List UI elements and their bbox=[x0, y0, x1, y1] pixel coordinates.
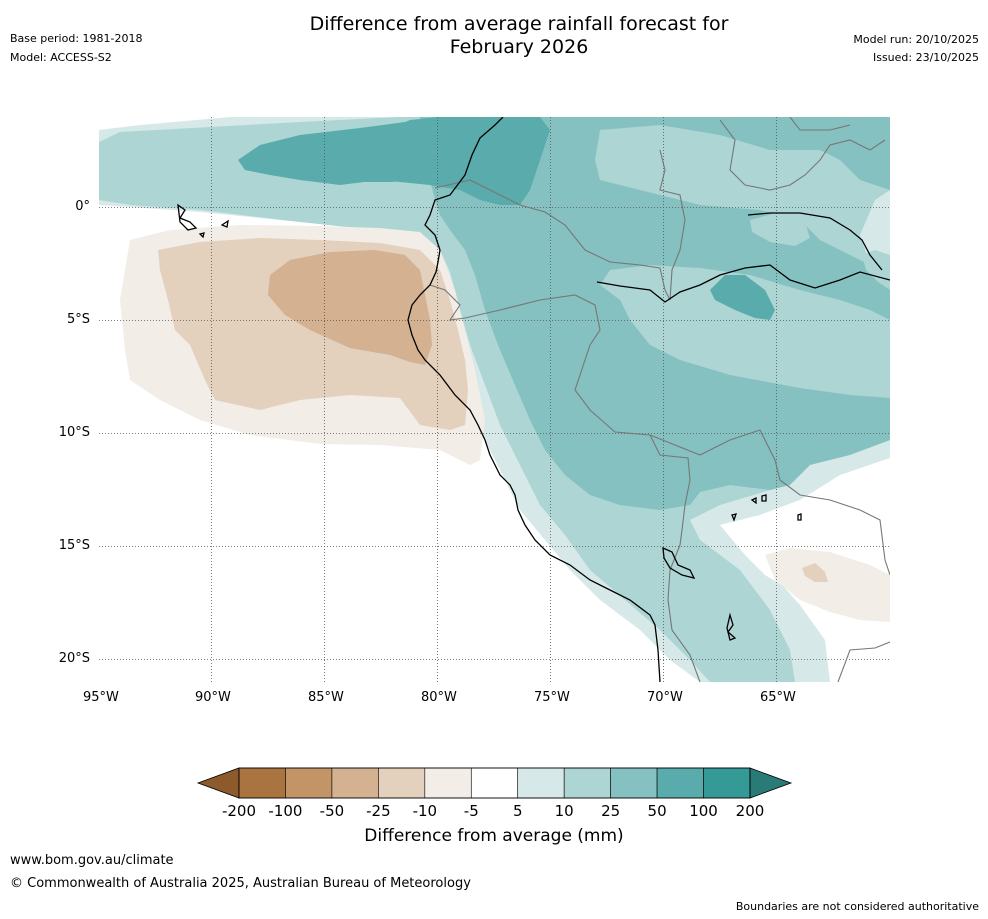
colorbar-cell bbox=[517, 767, 565, 799]
colorbar-arrow-right bbox=[749, 767, 793, 799]
colorbar-cell bbox=[378, 767, 426, 799]
colorbar-cell bbox=[424, 767, 472, 799]
colorbar-tick-label: -25 bbox=[366, 802, 391, 820]
colorbar-frame bbox=[238, 767, 751, 799]
colorbar-cells bbox=[238, 767, 751, 799]
colorbar-tick-label: 200 bbox=[735, 802, 765, 820]
lon-label-70w: 70°W bbox=[647, 690, 683, 705]
colorbar-cell bbox=[470, 767, 519, 799]
colorbar-tick-label: -5 bbox=[463, 802, 479, 820]
dry-contour-25 bbox=[268, 250, 432, 365]
dry-contour-10-east bbox=[802, 563, 828, 582]
lat-label-10s: 10°S bbox=[58, 425, 90, 440]
lon-label-90w: 90°W bbox=[195, 690, 231, 705]
lat-label-0: 0° bbox=[75, 199, 90, 214]
colorbar-cell bbox=[610, 767, 658, 799]
model-label: Model: ACCESS-S2 bbox=[10, 51, 112, 64]
colorbar-tick-label: 50 bbox=[647, 802, 667, 820]
lat-label-15s: 15°S bbox=[58, 538, 90, 553]
website-link[interactable]: www.bom.gov.au/climate bbox=[10, 853, 174, 868]
colorbar bbox=[196, 767, 793, 799]
base-period-label: Base period: 1981-2018 bbox=[10, 32, 143, 45]
colorbar-tick-label: 25 bbox=[601, 802, 621, 820]
wet-contour-50-center bbox=[348, 117, 545, 200]
lon-label-85w: 85°W bbox=[308, 690, 344, 705]
colorbar-tick-label: 5 bbox=[512, 802, 523, 820]
lat-label-5s: 5°S bbox=[66, 312, 90, 327]
colorbar-tick-label: 100 bbox=[689, 802, 718, 820]
colorbar-cell bbox=[656, 767, 704, 799]
copyright-text: © Commonwealth of Australia 2025, Austra… bbox=[10, 876, 471, 891]
issued-label: Issued: 23/10/2025 bbox=[872, 51, 979, 64]
national-borders bbox=[429, 117, 890, 682]
graticule bbox=[99, 117, 890, 682]
colorbar-cell bbox=[285, 767, 333, 799]
colorbar-arrow-left bbox=[196, 767, 240, 799]
title-line-2: February 2026 bbox=[449, 36, 589, 58]
colorbar-cell bbox=[563, 767, 611, 799]
lon-label-75w: 75°W bbox=[534, 690, 570, 705]
colorbar-tick-label: -10 bbox=[412, 802, 438, 820]
colorbar-cell bbox=[331, 767, 379, 799]
colorbar-title: Difference from average (mm) bbox=[364, 826, 624, 846]
lat-label-20s: 20°S bbox=[58, 651, 90, 666]
colorbar-tick-label: -100 bbox=[268, 802, 303, 820]
lon-label-65w: 65°W bbox=[760, 690, 796, 705]
colorbar-tick-label: -200 bbox=[221, 802, 257, 820]
colorbar-cell bbox=[238, 767, 286, 799]
model-run-label: Model run: 20/10/2025 bbox=[853, 33, 979, 46]
coastline bbox=[177, 117, 890, 682]
colorbar-tick-label: -50 bbox=[319, 802, 345, 820]
title-line-1: Difference from average rainfall forecas… bbox=[309, 13, 729, 35]
wet-contour-50-amazon bbox=[710, 275, 775, 320]
lon-label-80w: 80°W bbox=[421, 690, 457, 705]
map-area bbox=[99, 117, 890, 682]
colorbar-tick-label: 10 bbox=[554, 802, 574, 820]
wet-contour-10-pocket-2 bbox=[862, 250, 890, 290]
page-title: Difference from average rainfall forecas… bbox=[0, 13, 988, 59]
disclaimer-text: Boundaries are not considered authoritat… bbox=[735, 900, 979, 913]
colorbar-cell bbox=[703, 767, 751, 799]
wet-contour-10-pocket bbox=[750, 212, 810, 246]
dry-contour-5-east-pale bbox=[765, 548, 890, 622]
lon-label-95w: 95°W bbox=[83, 690, 119, 705]
